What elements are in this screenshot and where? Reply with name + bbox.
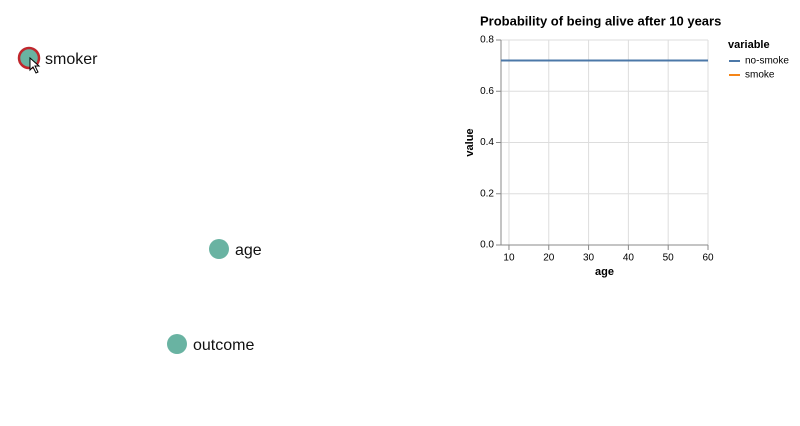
node-label[interactable]: smoker — [45, 51, 98, 68]
legend-title: variable — [728, 39, 770, 51]
x-tick-label: 20 — [543, 253, 555, 264]
y-tick-label: 0.4 — [480, 137, 494, 148]
graph-node[interactable] — [209, 239, 229, 259]
node-label[interactable]: age — [235, 242, 262, 259]
x-tick-label: 50 — [663, 253, 675, 264]
legend-label: smoke — [745, 70, 775, 81]
y-tick-label: 0.6 — [480, 86, 494, 97]
y-tick-label: 0.8 — [480, 35, 494, 46]
x-tick-label: 40 — [623, 253, 635, 264]
x-tick-label: 60 — [702, 253, 714, 264]
y-tick-label: 0.2 — [480, 188, 494, 199]
graph-node[interactable] — [167, 334, 187, 354]
x-axis-title: age — [595, 266, 614, 278]
y-axis-title: value — [464, 128, 476, 156]
x-tick-label: 10 — [503, 253, 515, 264]
y-tick-label: 0.0 — [480, 240, 494, 251]
chart-title: Probability of being alive after 10 year… — [480, 13, 721, 28]
x-tick-label: 30 — [583, 253, 595, 264]
cursor — [29, 56, 41, 74]
node-label[interactable]: outcome — [193, 337, 254, 354]
legend-label: no-smoke — [745, 56, 789, 67]
